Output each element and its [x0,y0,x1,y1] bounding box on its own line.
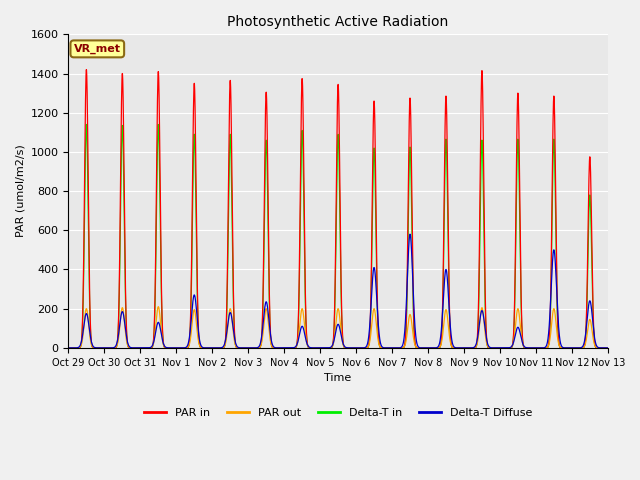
PAR in [429,345,437,351]
Delta-T in [429,345,437,351]
Delta-T in [490,345,497,351]
Delta-T in [318,345,326,351]
PAR out [604,345,612,351]
Delta-T Diffuse [161,344,169,350]
PAR out [429,345,437,351]
PAR out [604,345,611,351]
PAR in [490,345,497,351]
PAR in [604,345,611,351]
PAR out [490,345,497,351]
Delta-T in [459,345,467,351]
PAR out [65,345,72,351]
Delta-T Diffuse [65,345,72,351]
Line: Delta-T in: Delta-T in [68,124,608,348]
Line: PAR in: PAR in [68,70,608,348]
PAR out [162,345,170,350]
Delta-T in [65,345,72,351]
Delta-T Diffuse [490,345,497,351]
Delta-T in [604,345,611,351]
PAR in [459,345,467,351]
PAR in [162,345,170,351]
Delta-T Diffuse [429,345,437,351]
PAR in [65,345,72,351]
Text: VR_met: VR_met [74,44,121,54]
Legend: PAR in, PAR out, Delta-T in, Delta-T Diffuse: PAR in, PAR out, Delta-T in, Delta-T Dif… [140,404,537,422]
Delta-T Diffuse [604,345,612,351]
Y-axis label: PAR (umol/m2/s): PAR (umol/m2/s) [15,144,25,238]
Title: Photosynthetic Active Radiation: Photosynthetic Active Radiation [227,15,449,29]
PAR in [83,67,90,72]
Delta-T Diffuse [459,345,467,351]
Delta-T Diffuse [604,345,611,351]
PAR in [318,345,326,351]
PAR in [604,345,612,351]
PAR out [318,345,326,351]
PAR out [459,345,467,351]
Delta-T in [162,345,170,351]
Delta-T in [83,121,90,127]
Delta-T Diffuse [406,231,414,237]
Line: Delta-T Diffuse: Delta-T Diffuse [68,234,608,348]
Delta-T Diffuse [318,345,326,351]
PAR out [154,304,162,310]
X-axis label: Time: Time [324,373,352,383]
Line: PAR out: PAR out [68,307,608,348]
Delta-T in [604,345,612,351]
